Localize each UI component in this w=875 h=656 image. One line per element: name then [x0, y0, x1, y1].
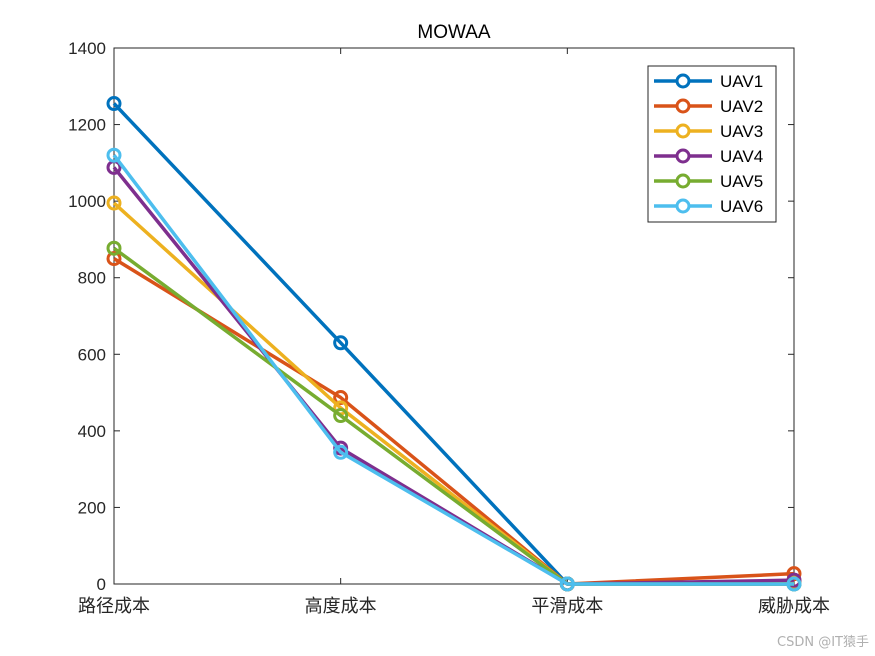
legend-label-uav5: UAV5: [720, 172, 763, 191]
data-point-uav1: [333, 335, 349, 351]
legend-marker-uav3: [675, 123, 691, 139]
y-tick-label: 200: [78, 498, 106, 517]
legend-marker-uav6: [675, 198, 691, 214]
data-point-uav3: [106, 195, 122, 211]
data-point-uav6: [559, 576, 575, 592]
x-tick-label: 威胁成本: [758, 596, 830, 617]
data-point-uav6: [106, 147, 122, 163]
data-point-uav2: [333, 390, 349, 406]
y-tick-label: 400: [78, 422, 106, 441]
y-tick-label: 800: [78, 269, 106, 288]
x-tick-label: 平滑成本: [531, 596, 603, 617]
series-line-uav6: [112, 154, 794, 586]
data-point-uav2: [786, 566, 802, 582]
legend: UAV1 UAV2 UAV3 UAV4 UAV5 UAV6: [647, 65, 777, 223]
y-tick-label: 1200: [68, 116, 106, 135]
series-line-uav4: [112, 166, 795, 586]
data-point-uav5: [106, 240, 122, 256]
y-axis: 0 200 400 600 800 1000 1200 1400: [68, 39, 794, 594]
data-point-uav2: [106, 251, 122, 267]
data-point-uav6: [333, 444, 349, 460]
legend-marker-uav4: [675, 148, 691, 164]
data-point-uav5: [333, 408, 349, 424]
legend-label-uav6: UAV6: [720, 197, 763, 216]
x-tick-label: 高度成本: [305, 596, 377, 617]
legend-marker-uav5: [675, 173, 691, 189]
y-tick-label: 1000: [68, 192, 106, 211]
x-tick-label: 路径成本: [78, 596, 150, 617]
legend-label-uav1: UAV1: [720, 72, 763, 91]
legend-label-uav3: UAV3: [720, 122, 763, 141]
legend-label-uav2: UAV2: [720, 97, 763, 116]
series-line-uav2: [113, 257, 795, 586]
watermark: CSDN @IT猿手: [777, 635, 869, 650]
y-tick-label: 1400: [68, 39, 106, 58]
y-tick-label: 600: [78, 345, 106, 364]
legend-marker-uav1: [675, 73, 691, 89]
legend-box: [647, 65, 777, 223]
series-layer: [106, 96, 802, 592]
data-point-uav6: [786, 576, 802, 592]
legend-label-uav4: UAV4: [720, 147, 763, 166]
chart-title: MOWAA: [417, 22, 491, 43]
data-point-uav1: [106, 96, 122, 112]
y-tick-label: 0: [97, 575, 106, 594]
x-axis: 路径成本 高度成本 平滑成本 威胁成本: [78, 48, 830, 617]
legend-marker-uav2: [675, 98, 691, 114]
